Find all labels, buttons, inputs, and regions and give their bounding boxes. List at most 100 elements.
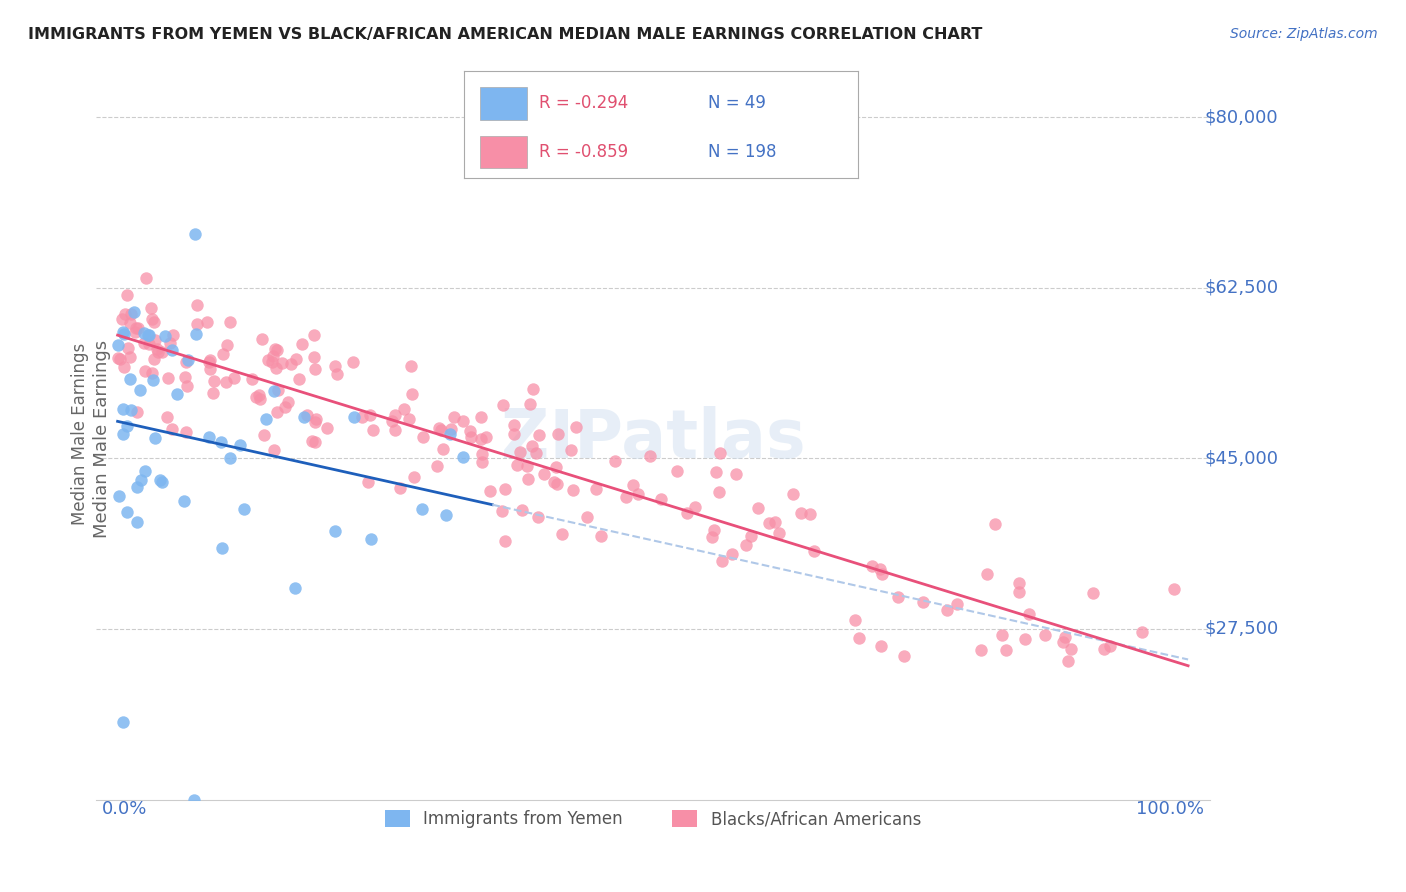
Point xyxy=(198,353,221,368)
Point xyxy=(506,458,529,473)
Point xyxy=(129,383,152,397)
Point xyxy=(799,508,821,522)
Point xyxy=(156,410,179,425)
Point xyxy=(381,414,404,428)
Point xyxy=(304,350,326,364)
Point xyxy=(1008,576,1031,591)
Point xyxy=(162,328,184,343)
Point xyxy=(277,394,299,409)
Point xyxy=(125,321,148,335)
Point xyxy=(357,475,380,489)
Point xyxy=(520,440,543,454)
Point xyxy=(546,477,568,491)
Point xyxy=(516,472,538,486)
Point xyxy=(451,450,474,465)
Point xyxy=(159,336,181,351)
Point xyxy=(976,566,998,581)
Point xyxy=(176,379,198,393)
Point xyxy=(1130,624,1153,639)
Point xyxy=(118,371,141,385)
Point xyxy=(471,447,494,461)
Point xyxy=(516,459,538,474)
Point xyxy=(174,354,197,368)
Text: $45,000: $45,000 xyxy=(1204,450,1278,467)
Point xyxy=(970,643,993,657)
Point xyxy=(360,532,382,546)
Point xyxy=(120,307,142,321)
Point xyxy=(142,315,165,329)
Point xyxy=(494,482,516,496)
Point xyxy=(702,523,724,537)
Point xyxy=(316,421,339,435)
Point xyxy=(198,355,221,369)
Point xyxy=(720,547,742,561)
Point xyxy=(135,271,157,285)
Point xyxy=(177,353,200,368)
Point xyxy=(254,411,277,425)
Point xyxy=(142,373,165,387)
Point xyxy=(544,460,567,475)
Point xyxy=(138,328,160,343)
Point xyxy=(124,325,146,339)
Point xyxy=(984,516,1007,531)
Point xyxy=(803,544,825,558)
Point xyxy=(184,326,207,341)
Point xyxy=(112,360,135,375)
Point xyxy=(427,420,450,434)
Point xyxy=(848,632,870,646)
Point xyxy=(685,500,707,514)
Point xyxy=(141,366,163,380)
Point xyxy=(121,403,143,417)
Point xyxy=(575,510,598,524)
Text: Source: ZipAtlas.com: Source: ZipAtlas.com xyxy=(1230,27,1378,41)
Point xyxy=(763,516,786,530)
Point xyxy=(384,423,406,437)
Text: ZIPatlas: ZIPatlas xyxy=(501,406,806,472)
Point xyxy=(107,351,129,365)
Point xyxy=(143,431,166,445)
Point xyxy=(426,459,449,474)
Point xyxy=(591,529,613,543)
Point xyxy=(1052,635,1074,649)
Point xyxy=(547,427,569,442)
Point xyxy=(291,337,314,351)
Text: IMMIGRANTS FROM YEMEN VS BLACK/AFRICAN AMERICAN MEDIAN MALE EARNINGS CORRELATION: IMMIGRANTS FROM YEMEN VS BLACK/AFRICAN A… xyxy=(28,27,983,42)
Point xyxy=(141,301,163,315)
Point xyxy=(627,487,650,501)
Point xyxy=(173,494,195,508)
Point xyxy=(304,434,326,449)
Point xyxy=(1033,628,1056,642)
Point xyxy=(247,387,270,401)
Text: N = 49: N = 49 xyxy=(709,95,766,112)
Point xyxy=(120,316,142,330)
Point xyxy=(214,375,236,389)
Point xyxy=(479,483,502,498)
Point xyxy=(118,350,141,364)
Point xyxy=(401,386,423,401)
Point xyxy=(734,538,756,552)
Point xyxy=(257,353,280,368)
Point xyxy=(108,489,131,503)
Point xyxy=(503,426,526,441)
Point xyxy=(274,400,297,414)
Point xyxy=(264,361,287,376)
Point xyxy=(186,298,208,312)
Point xyxy=(183,792,205,806)
Point xyxy=(1014,632,1036,647)
Point xyxy=(136,328,159,343)
Point xyxy=(142,352,165,367)
Point xyxy=(585,483,607,497)
Point xyxy=(411,501,433,516)
Point xyxy=(304,362,326,376)
Point xyxy=(388,481,411,495)
Point xyxy=(150,345,173,359)
Point xyxy=(263,384,285,398)
Point xyxy=(253,427,276,442)
Point xyxy=(460,430,482,444)
Text: N = 198: N = 198 xyxy=(709,143,776,161)
Point xyxy=(160,343,183,357)
Point xyxy=(263,442,285,457)
Point xyxy=(384,408,406,422)
Point xyxy=(782,486,804,500)
Point xyxy=(127,321,149,335)
